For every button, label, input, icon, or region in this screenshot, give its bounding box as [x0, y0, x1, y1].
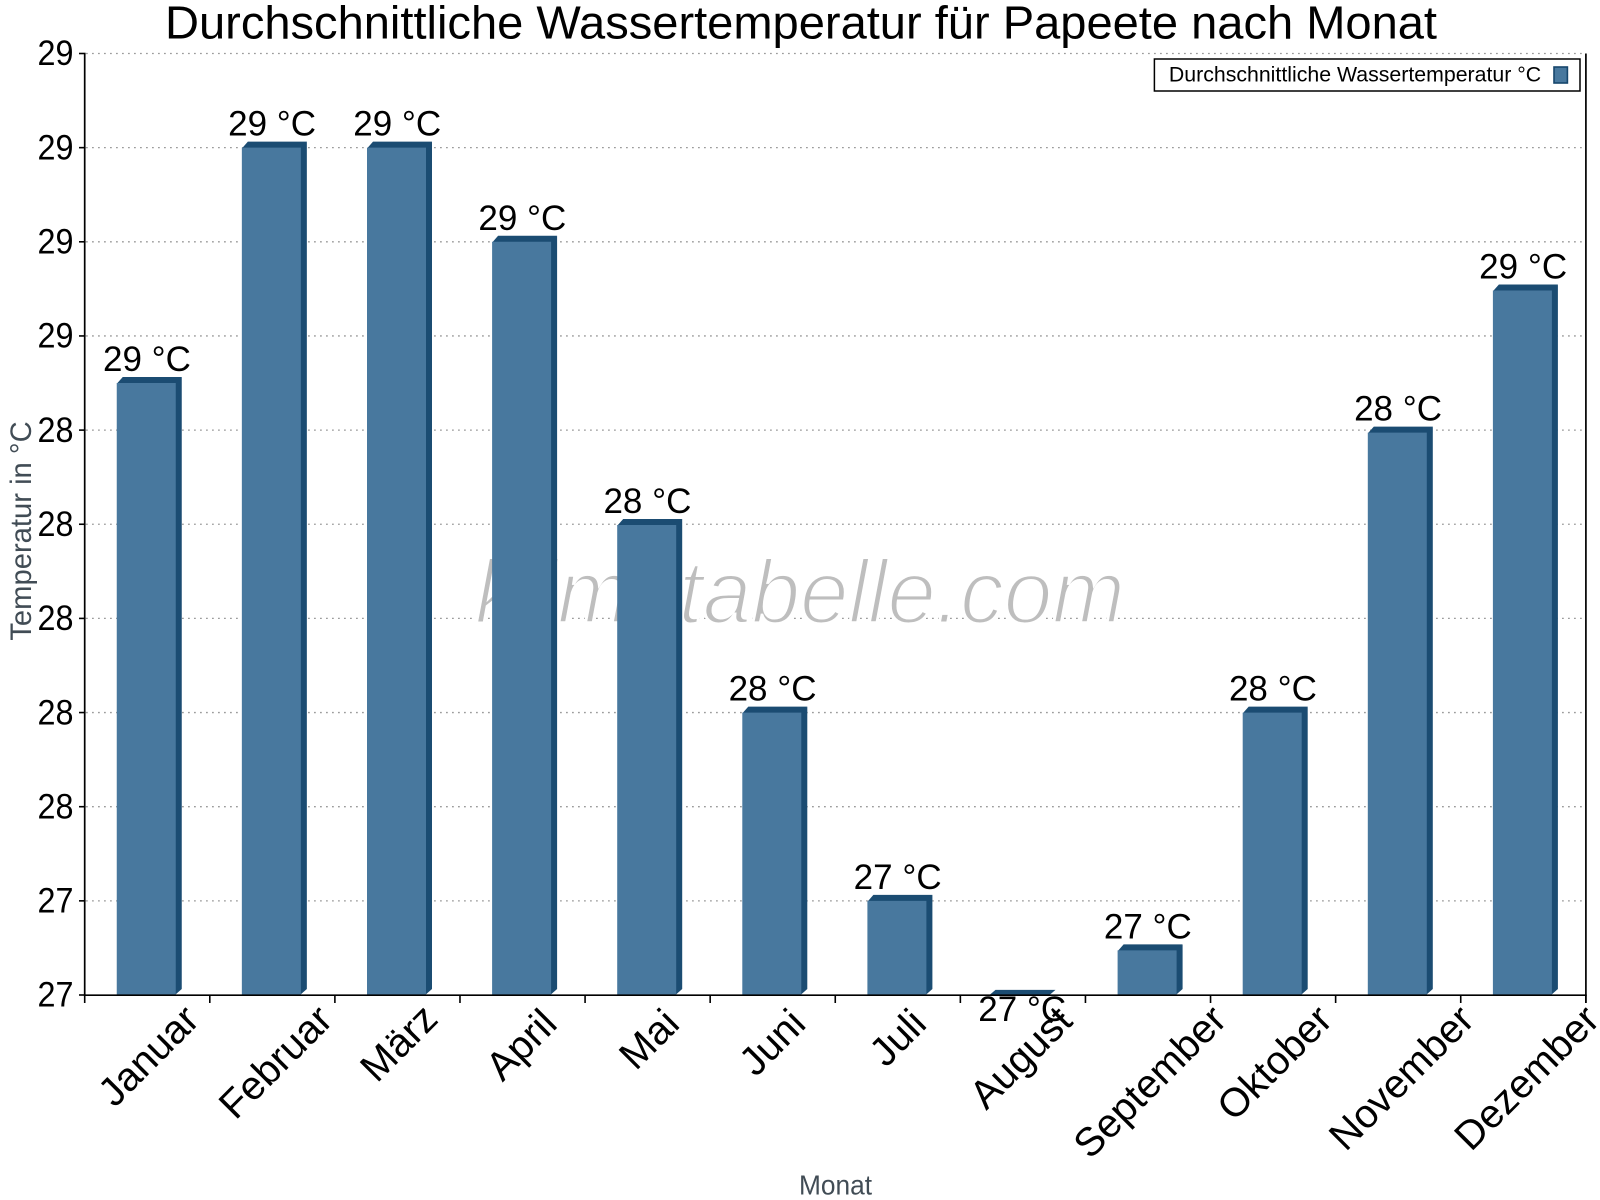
svg-text:klimatabelle.com: klimatabelle.com — [475, 543, 1125, 643]
svg-text:29 °C: 29 °C — [228, 105, 316, 144]
svg-text:28: 28 — [38, 505, 74, 544]
svg-text:28 °C: 28 °C — [1229, 670, 1317, 709]
svg-text:Durchschnittliche Wassertemper: Durchschnittliche Wassertemperatur °C — [1169, 63, 1541, 87]
svg-text:29 °C: 29 °C — [353, 105, 441, 144]
svg-text:28: 28 — [38, 411, 74, 450]
svg-text:27: 27 — [38, 976, 74, 1015]
svg-text:27 °C: 27 °C — [1104, 907, 1192, 946]
svg-text:Temperatur in °C: Temperatur in °C — [6, 421, 38, 640]
svg-text:Durchschnittliche Wassertemper: Durchschnittliche Wassertemperatur für P… — [165, 0, 1437, 48]
svg-text:28: 28 — [38, 693, 74, 732]
svg-text:29: 29 — [38, 317, 74, 356]
svg-text:29 °C: 29 °C — [103, 340, 191, 379]
svg-text:28 °C: 28 °C — [729, 670, 817, 709]
svg-text:28 °C: 28 °C — [1354, 390, 1442, 429]
svg-text:29: 29 — [38, 223, 74, 262]
svg-text:29: 29 — [38, 128, 74, 167]
svg-text:28 °C: 28 °C — [603, 482, 691, 521]
svg-text:29: 29 — [38, 34, 74, 73]
svg-text:Monat: Monat — [799, 1169, 872, 1200]
svg-text:27: 27 — [38, 882, 74, 921]
svg-text:28: 28 — [38, 599, 74, 638]
svg-text:27 °C: 27 °C — [978, 990, 1066, 1029]
svg-text:27 °C: 27 °C — [854, 858, 942, 897]
svg-text:28: 28 — [38, 787, 74, 826]
svg-text:29 °C: 29 °C — [478, 199, 566, 238]
svg-text:29 °C: 29 °C — [1479, 248, 1567, 287]
